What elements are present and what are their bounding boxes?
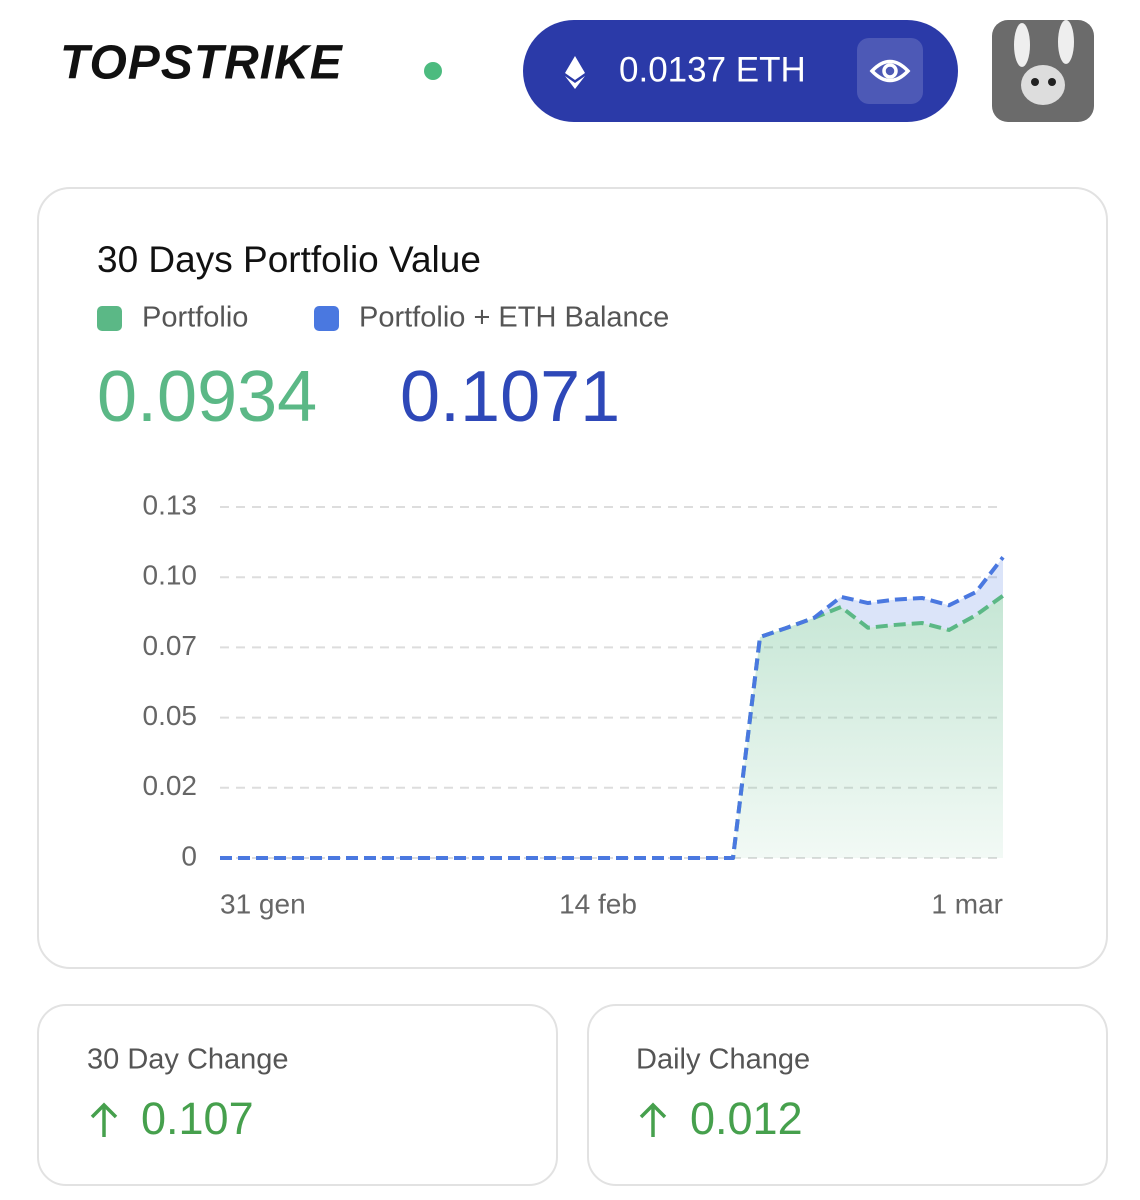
avatar-face	[1021, 65, 1065, 105]
stat-card	[37, 1004, 558, 1186]
chart-title: 30 Days Portfolio Value	[97, 239, 481, 280]
avatar-ear	[1014, 23, 1030, 67]
stat-label: Daily Change	[636, 1044, 810, 1076]
x-tick-label: 14 feb	[559, 888, 637, 919]
legend-label: Portfolio + ETH Balance	[359, 302, 669, 334]
avatar-eye	[1048, 78, 1056, 86]
portfolio-area	[220, 595, 1003, 858]
up-arrow	[90, 1102, 118, 1137]
legend-swatch	[314, 306, 339, 331]
balance-text: 0.0137 ETH	[619, 50, 806, 89]
eth-icon	[565, 56, 585, 89]
avatar[interactable]	[992, 20, 1094, 122]
balance-button[interactable]	[523, 20, 958, 122]
avatar-ear	[1058, 20, 1074, 64]
y-tick-label: 0.10	[143, 560, 198, 591]
balance-pill[interactable]: 0.0137 ETH	[523, 20, 958, 122]
y-tick-label: 0.02	[143, 770, 198, 801]
portfolio-value: 0.0934	[97, 357, 317, 437]
toggle-visibility[interactable]	[857, 38, 923, 104]
legend-swatch	[97, 306, 122, 331]
brand: TOPSTRIKE	[60, 37, 344, 90]
stat-card	[587, 1004, 1108, 1186]
total-value: 0.1071	[400, 357, 620, 437]
eye-icon	[869, 59, 911, 83]
stat-value: 0.012	[690, 1093, 803, 1144]
plot: Portfolio Portfolio + ETH Balance 0 0.02 0.0…	[97, 302, 1005, 919]
avatar-eye	[1031, 78, 1039, 86]
eye-pupil	[882, 63, 898, 79]
y-tick-label: 0.05	[143, 700, 198, 731]
x-tick-label: 31 gen	[220, 888, 306, 919]
x-tick-label: 1 mar	[931, 888, 1003, 919]
stat-label: 30 Day Change	[87, 1044, 289, 1076]
y-tick-label: 0	[181, 840, 197, 871]
y-tick-label: 0.13	[143, 489, 198, 520]
series-line	[220, 556, 1005, 860]
status-dot	[424, 62, 442, 80]
y-tick-label: 0.07	[143, 630, 198, 661]
up-arrow	[639, 1102, 667, 1137]
legend-label: Portfolio	[142, 302, 248, 334]
stat-value: 0.107	[141, 1093, 254, 1144]
